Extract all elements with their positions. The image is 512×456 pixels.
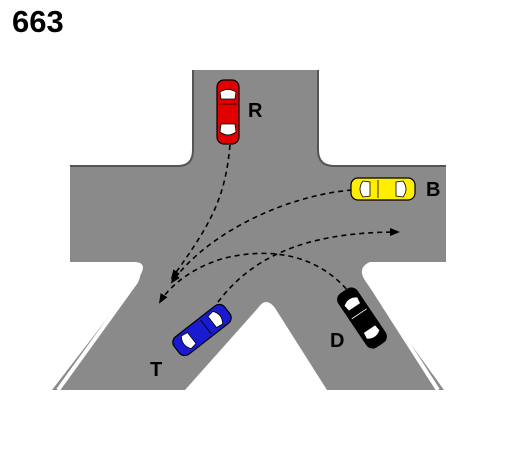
path-r	[170, 144, 231, 280]
curb-left-lower	[56, 266, 141, 392]
label-d: D	[330, 330, 344, 352]
label-t: T	[150, 359, 162, 381]
label-r: R	[248, 100, 263, 122]
path-b	[170, 189, 353, 284]
curb-top-left-dark	[70, 70, 194, 167]
question-number: 663	[12, 4, 64, 39]
label-b: B	[426, 179, 440, 201]
vehicle-paths	[158, 144, 400, 304]
curb-top-right	[324, 70, 446, 162]
vehicle-d-car	[337, 287, 387, 349]
vehicle-r-car	[216, 79, 240, 145]
curb-top-right-dark	[317, 70, 446, 167]
path-t	[217, 228, 400, 303]
curb-right-lower	[365, 266, 446, 392]
curb-top-left	[70, 70, 187, 162]
vehicle-b-car	[350, 177, 416, 201]
vehicle-t-car	[172, 303, 232, 357]
curb-middle-lower	[190, 309, 322, 392]
